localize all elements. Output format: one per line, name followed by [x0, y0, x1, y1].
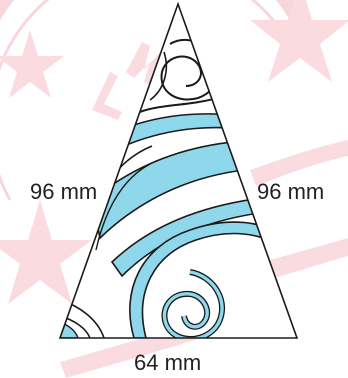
watermark-star-icon — [250, 0, 348, 82]
left-side-length-label: 96 mm — [30, 179, 97, 204]
watermark-band — [250, 140, 348, 186]
middle-swirl-left-2 — [95, 163, 151, 251]
right-side-length-label: 96 mm — [257, 179, 324, 204]
watermark-letter-shape — [92, 72, 122, 120]
watermark-star-icon — [0, 30, 64, 98]
top-swirl-inner — [149, 51, 168, 101]
base-length-label: 64 mm — [134, 350, 201, 375]
watermark-star-icon — [0, 200, 92, 304]
bottom-spiral-fill — [162, 270, 224, 338]
triangle-outline — [58, 1, 299, 339]
